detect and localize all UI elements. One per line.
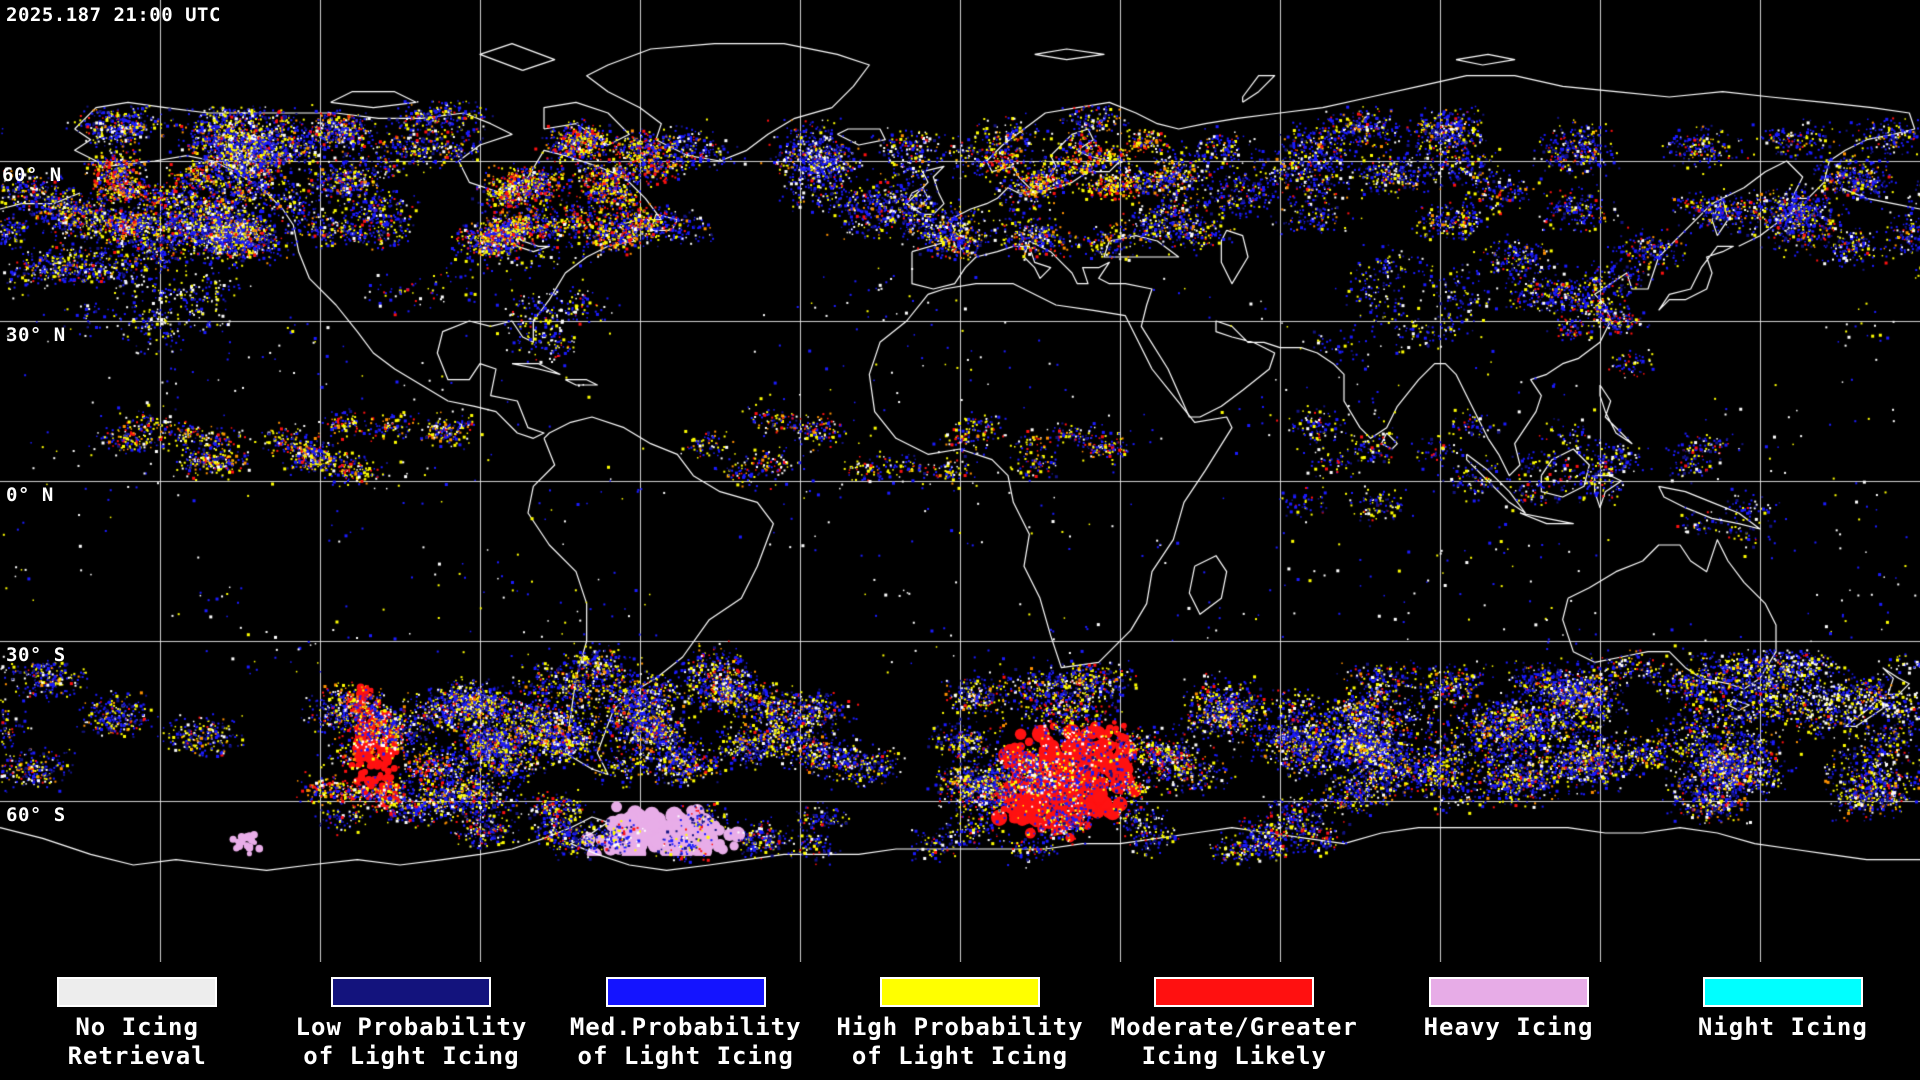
night-icing-swatch [1702,977,1863,1007]
latitude-label-60n: 60° N [2,164,62,186]
timestamp: 2025.187 21:00 UTC [6,4,221,26]
high-probability-swatch [879,977,1040,1007]
med-probability-label: Med.Probability of Light Icing [569,1013,802,1070]
latitude-label-0n: 0° N [6,484,54,506]
no-icing-swatch [57,977,218,1007]
legend-item-med-probability: Med.Probability of Light Icing [549,962,823,1080]
no-icing-label: No Icing Retrieval [67,1013,207,1070]
legend-item-moderate-greater: Moderate/Greater Icing Likely [1097,962,1371,1080]
latitude-label-30n: 30° N [6,324,66,346]
legend-item-night-icing: Night Icing [1646,962,1920,1080]
night-icing-label: Night Icing [1697,1013,1868,1041]
legend-item-heavy-icing: Heavy Icing [1371,962,1645,1080]
legend: No Icing Retrieval Low Probability of Li… [0,962,1920,1080]
med-probability-swatch [605,977,766,1007]
low-probability-label: Low Probability of Light Icing [295,1013,528,1070]
moderate-greater-swatch [1154,977,1315,1007]
latitude-label-60s: 60° S [6,804,66,826]
low-probability-swatch [331,977,492,1007]
heavy-icing-swatch [1428,977,1589,1007]
high-probability-label: High Probability of Light Icing [836,1013,1084,1070]
legend-item-high-probability: High Probability of Light Icing [823,962,1097,1080]
moderate-greater-label: Moderate/Greater Icing Likely [1110,1013,1358,1070]
legend-item-low-probability: Low Probability of Light Icing [274,962,548,1080]
heavy-icing-label: Heavy Icing [1423,1013,1594,1041]
latitude-label-30s: 30° S [6,644,66,666]
legend-item-no-icing-retrieval: No Icing Retrieval [0,962,274,1080]
world-map-canvas [0,0,1920,962]
